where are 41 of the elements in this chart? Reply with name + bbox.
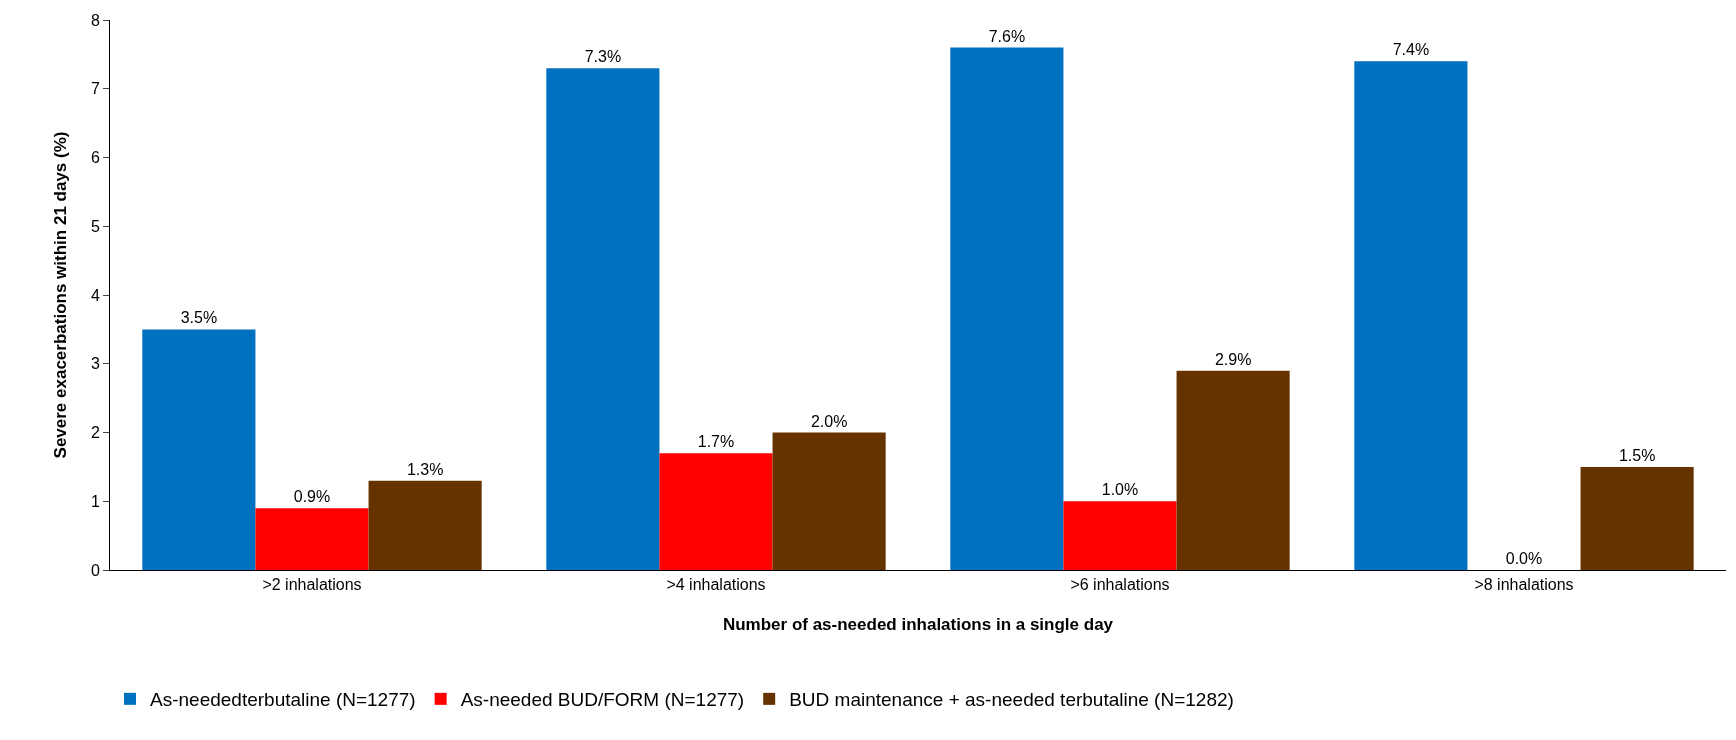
y-axis-title: Severe exacerbations within 21 days (%)	[51, 131, 70, 459]
y-tick-label: 4	[90, 286, 100, 304]
legend-label: As-needed BUD/FORM (N=1277)	[460, 689, 745, 711]
x-tick-label: >6 inhalations	[1070, 576, 1170, 594]
data-label: 1.5%	[1618, 446, 1656, 464]
y-tick-label: 3	[90, 355, 100, 373]
x-tick-label: >4 inhalations	[666, 576, 766, 594]
data-label: 1.0%	[1101, 481, 1139, 499]
data-label: 7.6%	[988, 27, 1026, 45]
x-axis-title: Number of as-needed inhalations in a single day	[722, 614, 1114, 634]
bar	[1063, 501, 1177, 570]
y-tick-label: 1	[90, 492, 100, 510]
bar	[546, 68, 660, 570]
bar	[1176, 370, 1290, 570]
data-label: 3.5%	[180, 309, 218, 327]
legend-label: BUD maintenance + as-needed terbutaline (N=1282)	[789, 689, 1234, 711]
bar	[142, 329, 256, 570]
data-label: 0.9%	[293, 488, 331, 506]
bar	[255, 508, 369, 570]
bar	[1354, 61, 1468, 570]
bar	[772, 432, 886, 570]
y-tick-label: 2	[90, 424, 100, 442]
data-label: 1.7%	[697, 433, 735, 451]
legend-label: As-neededterbutaline (N=1277)	[150, 689, 416, 711]
y-tick-label: 0	[90, 561, 100, 579]
y-tick-label: 6	[90, 149, 100, 167]
y-tick-label: 5	[90, 217, 100, 235]
y-tick-label: 8	[90, 11, 100, 29]
bar	[659, 453, 773, 570]
data-label: 0.0%	[1505, 550, 1543, 567]
data-label: 2.9%	[1214, 350, 1252, 368]
bar	[1580, 466, 1694, 570]
bar	[950, 47, 1064, 570]
data-label: 2.0%	[810, 412, 848, 430]
x-tick-label: >8 inhalations	[1474, 576, 1574, 594]
y-tick-label: 7	[90, 80, 100, 98]
data-label: 7.4%	[1392, 41, 1430, 59]
data-label: 7.3%	[584, 48, 622, 66]
x-tick-label: >2 inhalations	[262, 576, 362, 594]
bar	[368, 480, 482, 570]
data-label: 1.3%	[406, 460, 444, 478]
